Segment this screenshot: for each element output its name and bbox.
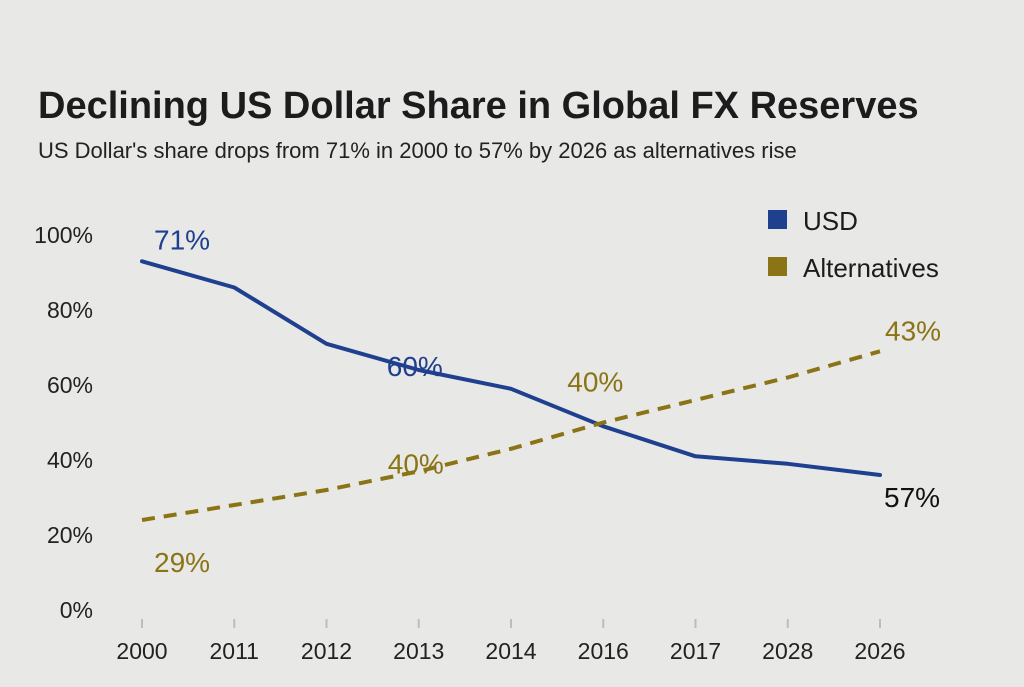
y-tick-label: 40% bbox=[47, 447, 93, 473]
data-label: 29% bbox=[154, 547, 210, 578]
x-tick-label: 2012 bbox=[301, 638, 352, 664]
x-tick-label: 2026 bbox=[854, 638, 905, 664]
x-tick-label: 2011 bbox=[210, 638, 259, 664]
legend-swatch-usd bbox=[768, 210, 787, 229]
x-tick-label: 2014 bbox=[485, 638, 536, 664]
y-tick-label: 60% bbox=[47, 372, 93, 398]
x-tick-label: 2016 bbox=[578, 638, 629, 664]
y-axis: 0% 20% 40% 60% 80% 100% bbox=[34, 222, 93, 623]
y-tick-label: 100% bbox=[34, 222, 93, 248]
data-label: 40% bbox=[567, 367, 623, 398]
plot-area bbox=[140, 259, 882, 522]
data-labels: 71% 60% 57% 29% 40% 40% 43% bbox=[154, 224, 941, 578]
x-tick-label: 2017 bbox=[670, 638, 721, 664]
data-label: 40% bbox=[388, 448, 444, 479]
data-label: 60% bbox=[387, 351, 443, 382]
series-line-alternatives bbox=[141, 349, 881, 522]
x-axis: 2000 2011 2012 2013 2014 2016 2017 2028 2026 bbox=[116, 619, 906, 664]
chart-title: Declining US Dollar Share in Global FX R… bbox=[38, 85, 919, 127]
data-label: 43% bbox=[885, 315, 941, 346]
legend-label-usd: USD bbox=[803, 206, 858, 236]
legend-swatch-alternatives bbox=[768, 257, 787, 276]
x-tick-label: 2013 bbox=[393, 638, 444, 664]
legend: USD Alternatives bbox=[768, 206, 939, 283]
y-tick-label: 20% bbox=[47, 522, 93, 548]
x-tick-label: 2000 bbox=[116, 638, 167, 664]
y-tick-label: 0% bbox=[60, 597, 93, 623]
y-tick-label: 80% bbox=[47, 297, 93, 323]
x-tick-label: 2028 bbox=[762, 638, 813, 664]
legend-label-alternatives: Alternatives bbox=[803, 253, 939, 283]
series-line-usd bbox=[140, 259, 882, 477]
data-label: 71% bbox=[154, 224, 210, 255]
chart-subtitle: US Dollar's share drops from 71% in 2000… bbox=[38, 138, 797, 163]
data-label: 57% bbox=[884, 482, 940, 513]
